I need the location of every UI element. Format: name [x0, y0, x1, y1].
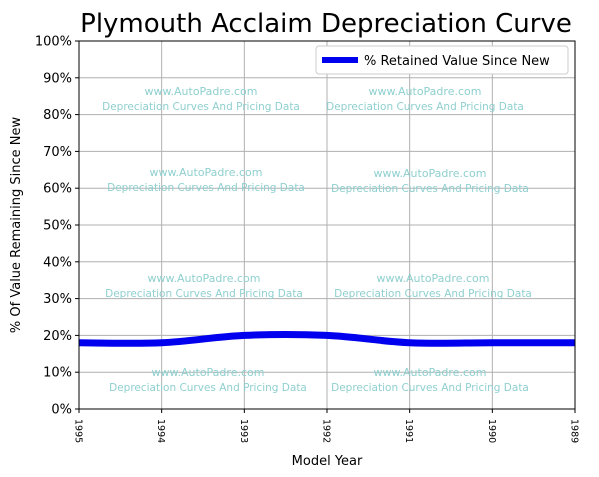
watermark-url: www.AutoPadre.com	[377, 272, 490, 285]
x-axis-ticks: 1995 1994 1993 1992 1991 1990 1989	[73, 409, 580, 443]
watermarks: www.AutoPadre.com Depreciation Curves And…	[102, 85, 532, 394]
y-tick-label: 90%	[43, 71, 72, 86]
watermark-caption: Depreciation Curves And Pricing Data	[331, 382, 529, 394]
y-tick-label: 100%	[35, 35, 72, 50]
watermark-url: www.AutoPadre.com	[369, 85, 482, 98]
x-tick-label: 1989	[569, 419, 580, 443]
watermark-caption: Depreciation Curves And Pricing Data	[334, 288, 532, 300]
watermark-url: www.AutoPadre.com	[152, 366, 265, 379]
x-tick-label: 1995	[73, 419, 84, 443]
x-tick-label: 1991	[403, 419, 414, 443]
x-tick-label: 1993	[238, 419, 249, 443]
watermark-url: www.AutoPadre.com	[150, 166, 263, 179]
x-tick-label: 1992	[321, 419, 332, 443]
y-axis-ticks: 0% 10% 20% 30% 40% 50% 60% 70% 80% 90% 100%	[35, 35, 79, 418]
series-layer	[78, 330, 575, 347]
y-tick-label: 0%	[51, 403, 72, 418]
y-axis-label: % Of Value Remaining Since New	[9, 117, 24, 334]
y-tick-label: 10%	[43, 366, 72, 381]
watermark-caption: Depreciation Curves And Pricing Data	[109, 382, 307, 394]
watermark-url: www.AutoPadre.com	[148, 272, 261, 285]
y-tick-label: 60%	[43, 182, 72, 197]
x-axis-label: Model Year	[292, 454, 363, 469]
series-line	[78, 330, 575, 347]
watermark-caption: Depreciation Curves And Pricing Data	[326, 101, 524, 113]
y-tick-label: 80%	[43, 108, 72, 123]
y-tick-label: 40%	[43, 255, 72, 270]
watermark-caption: Depreciation Curves And Pricing Data	[102, 101, 300, 113]
x-tick-label: 1990	[486, 419, 497, 443]
y-tick-label: 20%	[43, 329, 72, 344]
y-tick-label: 50%	[43, 219, 72, 234]
legend: % Retained Value Since New	[315, 45, 569, 75]
x-tick-label: 1994	[155, 419, 166, 443]
watermark-url: www.AutoPadre.com	[145, 85, 258, 98]
legend-label: % Retained Value Since New	[364, 54, 550, 69]
watermark-url: www.AutoPadre.com	[374, 167, 487, 180]
chart-title: Plymouth Acclaim Depreciation Curve	[80, 9, 572, 39]
y-tick-label: 70%	[43, 145, 72, 160]
watermark-url: www.AutoPadre.com	[374, 366, 487, 379]
watermark-caption: Depreciation Curves And Pricing Data	[105, 288, 303, 300]
watermark-caption: Depreciation Curves And Pricing Data	[107, 182, 305, 194]
legend-box	[315, 45, 569, 75]
watermark-caption: Depreciation Curves And Pricing Data	[331, 183, 529, 195]
y-tick-label: 30%	[43, 292, 72, 307]
